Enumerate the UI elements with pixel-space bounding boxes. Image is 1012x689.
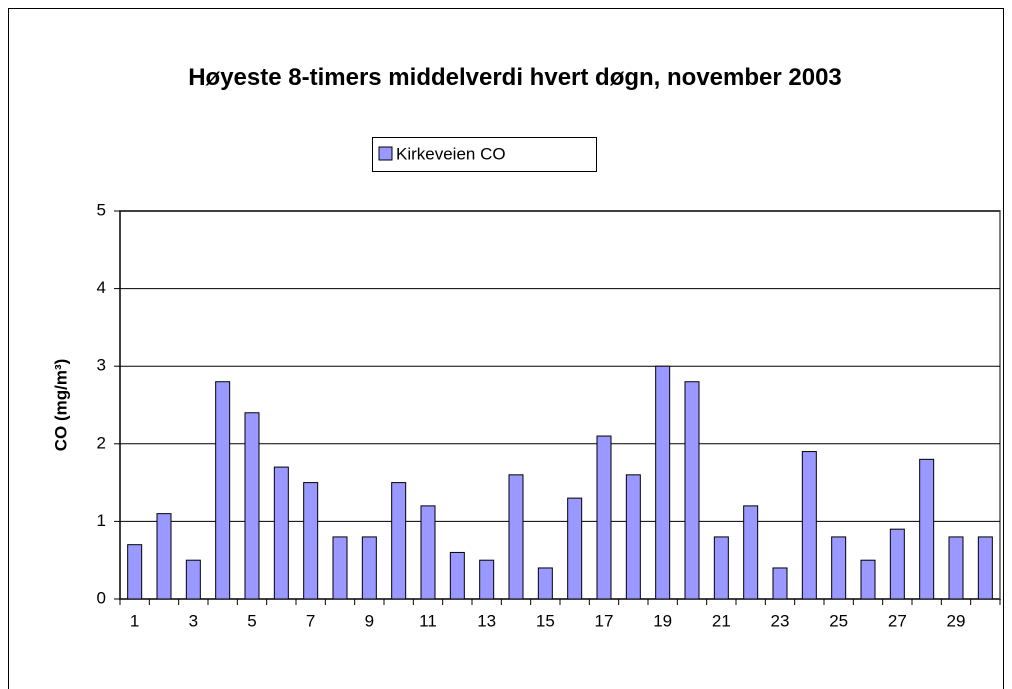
bar: [185, 559, 201, 600]
bar: [831, 536, 847, 600]
bar: [567, 497, 583, 600]
bar: [860, 559, 876, 600]
bar: [391, 482, 407, 600]
legend-swatch: [378, 146, 393, 161]
x-tick-label: 11: [419, 611, 437, 630]
y-tick-label: 3: [97, 356, 106, 375]
bar: [713, 536, 729, 600]
bar: [655, 365, 671, 600]
bar: [508, 474, 524, 600]
bar: [743, 505, 759, 600]
x-tick-label: 9: [365, 611, 374, 630]
x-tick-label: 5: [247, 611, 256, 630]
x-tick-label: 19: [653, 611, 672, 630]
x-tick-label: 23: [771, 611, 790, 630]
bar: [772, 567, 788, 600]
x-tick-label: 7: [306, 611, 315, 630]
bar: [449, 551, 465, 600]
bar: [625, 474, 641, 600]
x-tick-label: 3: [189, 611, 198, 630]
bar: [332, 536, 348, 600]
chart-border: [8, 8, 1004, 689]
bar: [596, 435, 612, 600]
legend-box: [372, 137, 597, 172]
bar: [303, 482, 319, 600]
x-tick-label: 15: [536, 611, 555, 630]
bar: [537, 567, 553, 600]
y-tick-label: 4: [97, 278, 106, 297]
bar: [127, 544, 143, 600]
x-tick-label: 17: [595, 611, 614, 630]
y-tick-label: 5: [97, 200, 106, 219]
bar: [215, 381, 231, 600]
bar: [684, 381, 700, 600]
bar: [420, 505, 436, 600]
bar: [889, 528, 905, 600]
bar: [156, 513, 172, 600]
bar: [273, 466, 289, 600]
bar: [479, 559, 495, 600]
x-tick-label: 21: [712, 611, 731, 630]
bar: [244, 412, 260, 600]
y-axis-label: CO (mg/m³): [51, 359, 70, 452]
bar: [361, 536, 377, 600]
bar: [948, 536, 964, 600]
x-tick-label: 27: [888, 611, 907, 630]
x-tick-label: 29: [947, 611, 966, 630]
chart-title: Høyeste 8-timers middelverdi hvert døgn,…: [188, 64, 842, 91]
x-tick-label: 1: [130, 611, 139, 630]
bar: [919, 458, 935, 600]
bar: [801, 451, 817, 600]
x-tick-label: 13: [477, 611, 496, 630]
x-tick-label: 25: [829, 611, 848, 630]
y-tick-label: 1: [97, 511, 106, 530]
y-tick-label: 0: [97, 588, 106, 607]
bar: [977, 536, 993, 600]
y-tick-label: 2: [97, 433, 106, 452]
legend-label: Kirkeveien CO: [396, 144, 506, 163]
